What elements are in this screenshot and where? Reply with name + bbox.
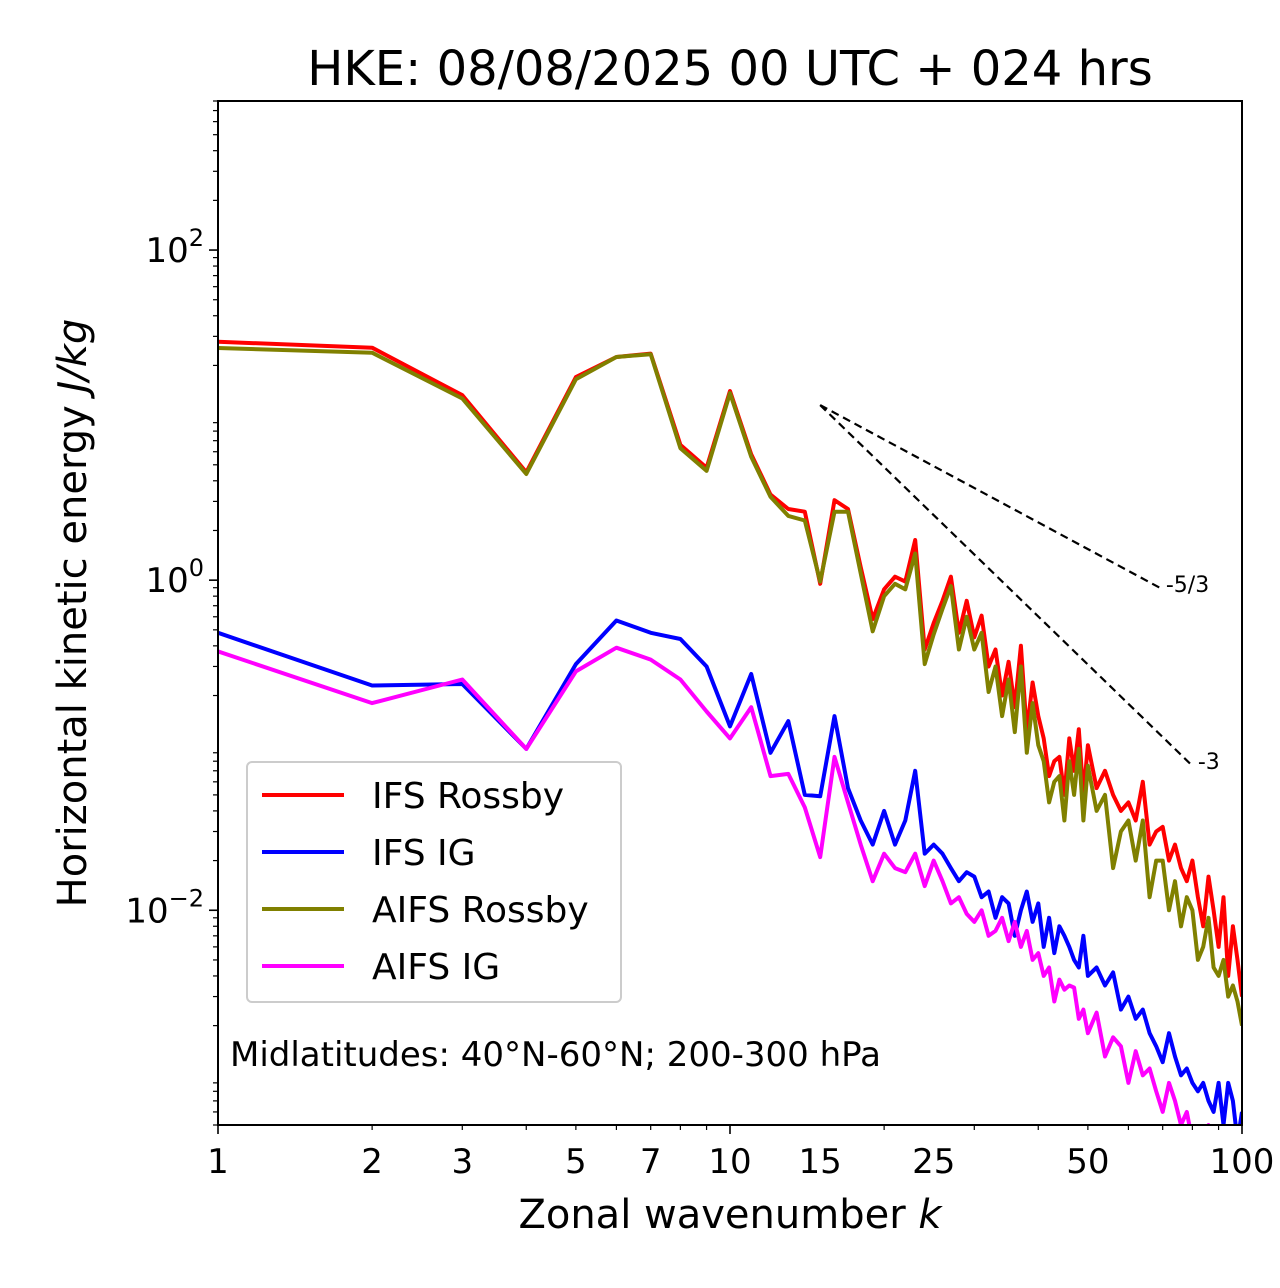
x-tick-label: 2 — [361, 1142, 383, 1182]
reference-line — [819, 404, 1164, 591]
legend-box — [246, 761, 622, 1003]
reference-line-label: -3 — [1198, 750, 1220, 775]
legend-label: IFS IG — [372, 833, 476, 874]
x-tick-label: 15 — [799, 1142, 842, 1182]
series-lines — [218, 339, 1242, 1125]
series-line — [218, 618, 1242, 1125]
plot-frame — [217, 100, 1243, 1126]
major-ticks — [209, 249, 1243, 1134]
plot-area — [218, 339, 1242, 1125]
y-tick-labels: 10−2 100 102 — [125, 224, 204, 931]
x-tick-label: 100 — [1210, 1142, 1275, 1182]
reference-line — [819, 404, 1194, 767]
legend-label: AIFS IG — [372, 947, 500, 988]
reference-labels: -5/3 -3 — [1166, 573, 1220, 775]
y-tick-label: 10−2 — [125, 884, 204, 931]
y-tick-label: 102 — [145, 224, 204, 271]
y-axis-label: Horizontal kinetic energy J/kg — [50, 319, 96, 908]
chart-title: HKE: 08/08/2025 00 UTC + 024 hrs — [307, 41, 1153, 97]
x-tick-label: 5 — [565, 1142, 587, 1182]
x-tick-labels: 1 2 3 5 7 10 15 25 50 100 — [207, 1142, 1274, 1182]
y-axis-label-italic: J/kg — [50, 319, 96, 400]
legend-label: IFS Rossby — [372, 776, 564, 817]
x-tick-label: 1 — [207, 1142, 229, 1182]
x-tick-label: 3 — [451, 1142, 473, 1182]
reference-lines — [819, 404, 1194, 767]
x-tick-label: 50 — [1066, 1142, 1109, 1182]
region-annotation: Midlatitudes: 40°N-60°N; 200-300 hPa — [230, 1035, 881, 1075]
x-axis-label: Zonal wavenumber k — [518, 1192, 943, 1238]
series-line — [218, 346, 1242, 1026]
x-tick-label: 7 — [640, 1142, 662, 1182]
series-line — [218, 645, 1211, 1125]
y-axis-label-text: Horizontal kinetic energy — [50, 393, 96, 908]
legend: IFS Rossby IFS IG AIFS Rossby AIFS IG — [246, 761, 622, 1003]
x-axis-label-text: Zonal wavenumber — [518, 1192, 918, 1238]
x-tick-label: 25 — [912, 1142, 955, 1182]
reference-line-label: -5/3 — [1166, 573, 1209, 598]
y-tick-label: 100 — [145, 554, 204, 601]
x-axis-label-italic: k — [918, 1192, 943, 1238]
legend-label: AIFS Rossby — [372, 890, 589, 931]
x-tick-label: 10 — [708, 1142, 751, 1182]
